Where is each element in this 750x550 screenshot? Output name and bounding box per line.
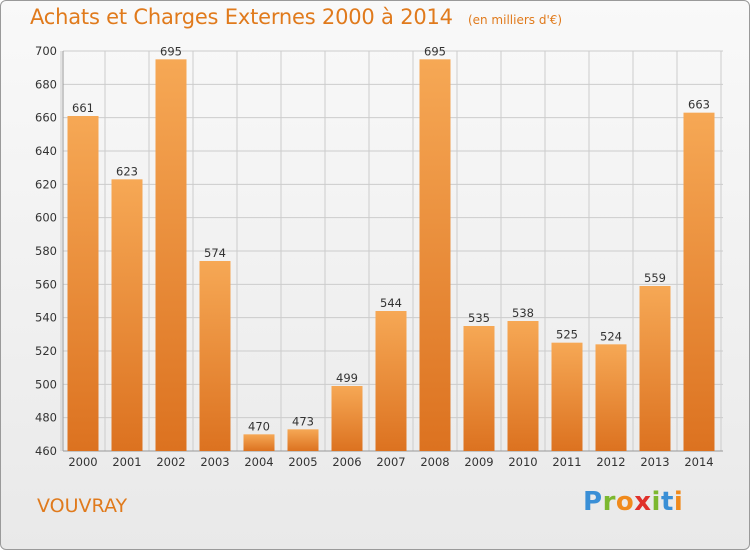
- data-label: 524: [600, 329, 622, 343]
- y-tick-label: 640: [35, 144, 57, 158]
- y-tick-label: 460: [35, 444, 57, 458]
- logo-letter: o: [615, 487, 635, 517]
- y-tick-label: 480: [35, 411, 57, 425]
- data-label: 574: [204, 246, 226, 260]
- logo-letter: i: [673, 487, 684, 517]
- chart-unit: (en milliers d'€): [467, 13, 563, 27]
- data-label: 544: [380, 296, 402, 310]
- bar-2000: [67, 116, 99, 451]
- y-tick-label: 560: [35, 277, 57, 291]
- title-row: Achats et Charges Externes 2000 à 2014 (…: [30, 5, 562, 29]
- x-tick-label: 2000: [68, 455, 97, 469]
- data-label: 559: [644, 271, 666, 285]
- y-tick-label: 680: [35, 77, 57, 91]
- data-label: 525: [556, 328, 578, 342]
- bar-2005: [287, 429, 319, 451]
- chart-title: Achats et Charges Externes 2000 à 2014: [30, 5, 453, 29]
- logo-letter: i: [651, 487, 661, 517]
- data-label: 695: [424, 44, 446, 58]
- data-label: 623: [116, 164, 138, 178]
- logo-letter: x: [634, 487, 652, 517]
- y-tick-label: 500: [35, 377, 57, 391]
- bar-2004: [243, 434, 275, 451]
- data-label: 661: [72, 101, 94, 115]
- bar-2003: [199, 261, 231, 451]
- x-tick-label: 2010: [508, 455, 537, 469]
- y-tick-label: 620: [35, 177, 57, 191]
- logo-letter: r: [602, 487, 616, 517]
- bar-2006: [331, 386, 363, 451]
- logo-letter: t: [660, 487, 674, 517]
- x-tick-label: 2008: [420, 455, 449, 469]
- data-label: 473: [292, 414, 314, 428]
- bar-2008: [419, 59, 451, 451]
- city-name: VOUVRAY: [37, 495, 128, 517]
- y-tick-label: 700: [35, 44, 57, 58]
- x-tick-label: 2002: [156, 455, 185, 469]
- bars: [67, 59, 715, 452]
- x-tick-label: 2007: [376, 455, 405, 469]
- x-tick-label: 2006: [332, 455, 361, 469]
- x-tick-label: 2005: [288, 455, 317, 469]
- proxiti-logo[interactable]: Proxiti: [583, 487, 683, 517]
- y-tick-label: 540: [35, 311, 57, 325]
- x-tick-label: 2013: [640, 455, 669, 469]
- x-tick-label: 2014: [684, 455, 713, 469]
- bar-2010: [507, 321, 539, 451]
- data-label: 695: [160, 44, 182, 58]
- bar-2013: [639, 286, 671, 451]
- bar-2009: [463, 326, 495, 451]
- logo-letter: P: [583, 487, 603, 517]
- data-label: 470: [248, 419, 270, 433]
- labels: 460 480 500 520 540 560 580 600 620 640 660 680 700 6…: [35, 44, 714, 469]
- y-tick-label: 520: [35, 344, 57, 358]
- y-tick-label: 660: [35, 111, 57, 125]
- data-label: 538: [512, 306, 534, 320]
- x-tick-label: 2001: [112, 455, 141, 469]
- x-tick-label: 2009: [464, 455, 493, 469]
- data-label: 499: [336, 371, 358, 385]
- x-tick-label: 2004: [244, 455, 273, 469]
- x-tick-label: 2003: [200, 455, 229, 469]
- bar-2012: [595, 344, 627, 451]
- bar-2011: [551, 342, 583, 451]
- bar-2001: [111, 179, 143, 452]
- data-label: 535: [468, 311, 490, 325]
- x-tick-label: 2012: [596, 455, 625, 469]
- data-label: 663: [688, 98, 710, 112]
- bar-2007: [375, 311, 407, 451]
- y-tick-label: 600: [35, 211, 57, 225]
- x-tick-label: 2011: [552, 455, 581, 469]
- bar-2014: [683, 112, 715, 452]
- bar-2002: [155, 59, 187, 451]
- y-tick-label: 580: [35, 244, 57, 258]
